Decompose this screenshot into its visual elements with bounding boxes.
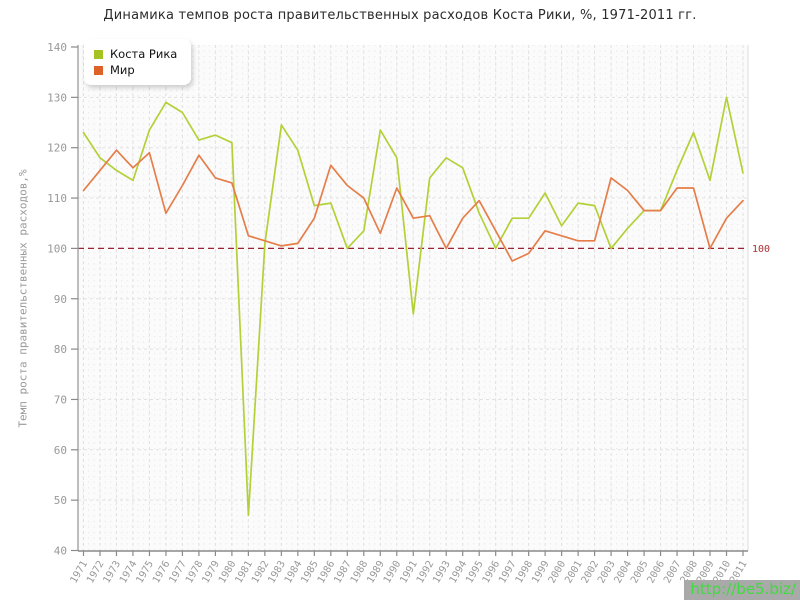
legend-item-costa-rica[interactable]: Коста Рика (94, 47, 177, 61)
legend-label-costa-rica: Коста Рика (110, 47, 178, 61)
svg-text:130: 130 (47, 91, 67, 104)
series-line-costa-rica (82, 96, 744, 517)
svg-text:110: 110 (47, 192, 67, 205)
x-axis-ticks: 1971197219731974197519761977197819791980… (69, 551, 750, 585)
svg-text:120: 120 (47, 142, 67, 155)
world-swatch-icon (94, 65, 103, 75)
reference-line-100: 100 (78, 244, 770, 255)
legend: Коста Рика Мир (84, 39, 192, 85)
gridlines (78, 45, 748, 551)
legend-label-world: Мир (110, 63, 135, 77)
costa-rica-swatch-icon (94, 49, 103, 59)
watermark-link[interactable]: http://be5.biz/ (684, 580, 800, 600)
reference-line-label: 100 (752, 244, 770, 255)
svg-text:60: 60 (54, 444, 67, 457)
chart-title: Динамика темпов роста правительственных … (103, 8, 697, 23)
svg-text:90: 90 (54, 293, 67, 306)
svg-text:50: 50 (54, 494, 67, 507)
y-axis-title: Темп роста правительственных расходов,% (16, 169, 30, 428)
series-line-world (82, 149, 744, 262)
svg-text:70: 70 (54, 393, 67, 406)
svg-text:140: 140 (47, 41, 67, 54)
legend-item-world[interactable]: Мир (94, 63, 177, 77)
svg-text:100: 100 (47, 242, 67, 255)
svg-text:40: 40 (54, 545, 67, 558)
svg-text:80: 80 (54, 343, 67, 356)
y-axis-ticks: 40 50 60 70 80 90 100 110 120 130 140 (47, 41, 78, 558)
